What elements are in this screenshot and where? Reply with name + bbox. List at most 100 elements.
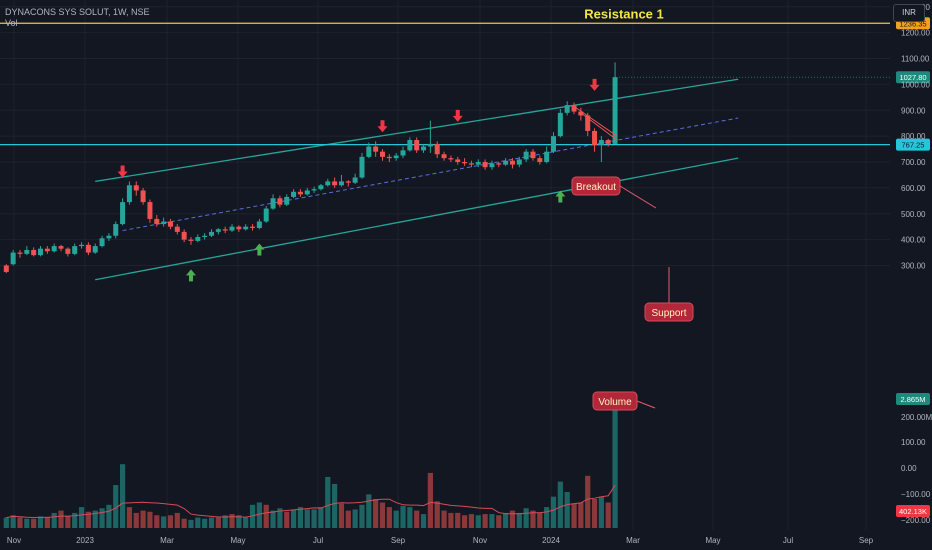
volume-bar <box>297 507 304 528</box>
volume-bar <box>140 510 146 528</box>
time-tick-label: Mar <box>626 536 640 545</box>
volume-bar <box>195 517 201 528</box>
volume-bar <box>325 476 331 528</box>
candle-body <box>311 189 317 191</box>
volume-bar <box>544 507 550 528</box>
candle-body <box>557 112 563 137</box>
candle-body <box>325 181 331 186</box>
volume-bar <box>113 485 119 528</box>
candle-body <box>202 235 208 238</box>
volume-tick-label: −100.00 <box>901 490 931 499</box>
candle-body <box>161 221 167 225</box>
volume-bar <box>174 512 180 528</box>
price-tick-label: 1000.00 <box>901 80 930 89</box>
candle-body <box>58 246 64 249</box>
volume-bar <box>455 512 461 528</box>
volume-bar <box>17 517 23 528</box>
time-tick-label: Mar <box>160 536 174 545</box>
price-tick-label: 800.00 <box>901 132 926 141</box>
volume-bar <box>161 516 167 528</box>
candle-body <box>10 252 16 265</box>
candle-body <box>496 163 502 165</box>
volume-bar <box>270 510 276 528</box>
volume-bar <box>448 512 454 528</box>
candle-body <box>297 191 303 195</box>
callout-box <box>592 391 638 411</box>
candle-body <box>489 163 495 168</box>
candle-body <box>564 105 570 113</box>
time-tick-label: May <box>230 536 245 545</box>
volume-bar <box>119 464 126 528</box>
candle-body <box>414 140 420 151</box>
candle-body <box>126 185 132 203</box>
candle-body <box>99 238 105 247</box>
volume-bar <box>133 512 139 528</box>
volume-bar <box>222 515 228 528</box>
volume-bar <box>393 510 399 528</box>
callout-pointer <box>636 400 656 409</box>
arrow-down-icon <box>589 78 600 91</box>
volume-bar <box>304 509 310 528</box>
volume-bar <box>475 515 481 528</box>
candle-body <box>209 231 214 236</box>
volume-bar <box>468 514 475 528</box>
time-tick-label: Sep <box>859 536 874 545</box>
callout-label: Volume <box>598 397 632 408</box>
volume-bar <box>208 517 215 528</box>
price-channel <box>95 78 739 281</box>
candle-body <box>516 159 522 165</box>
volume-bar <box>24 518 30 528</box>
volume-ma-line <box>6 484 616 519</box>
price-tick-label: 700.00 <box>901 158 926 167</box>
volume-bar <box>578 502 584 528</box>
volume-bar <box>31 518 37 528</box>
candle-body <box>304 190 310 195</box>
channel-upper-line <box>95 78 739 183</box>
volume-bar <box>503 512 509 528</box>
volume-bar <box>516 512 522 528</box>
time-tick-label: 2023 <box>76 536 94 545</box>
time-axis: Nov 2023 Mar May Jul Sep Nov 2024 Mar May Jul Sep <box>7 536 874 545</box>
price-tag-label: 1236.35 <box>899 19 926 28</box>
candle-body <box>167 221 173 227</box>
volume-ma-tag-label: 402.13K <box>899 507 927 516</box>
volume-bar <box>489 514 495 528</box>
candle-body <box>31 249 37 256</box>
time-tick-label: Jul <box>783 536 793 545</box>
candle-body <box>427 143 433 147</box>
volume-bar <box>37 516 44 528</box>
callout-box <box>644 302 694 322</box>
candle-body <box>79 244 85 247</box>
candle-body <box>44 248 50 252</box>
candle-body <box>215 229 221 232</box>
volume-bar <box>263 504 269 528</box>
volume-bar <box>605 502 611 528</box>
volume-bar <box>482 514 488 528</box>
candle-body <box>605 140 611 144</box>
candle-body <box>373 146 379 152</box>
price-tag-label: 1027.80 <box>899 73 926 82</box>
time-tick-label: May <box>705 536 720 545</box>
chart-grid <box>0 0 890 530</box>
candle-body <box>523 151 529 160</box>
candle-body <box>140 190 146 203</box>
candle-body <box>482 162 488 168</box>
price-tick-label: 400.00 <box>901 236 926 245</box>
volume-bar <box>10 515 16 528</box>
candle-body <box>332 181 338 186</box>
time-tick-label: Jul <box>313 536 323 545</box>
volume-tick-label: 0.00 <box>901 464 917 473</box>
volume-bar <box>311 509 317 528</box>
price-tick-label: 1200.00 <box>901 29 930 38</box>
currency-button[interactable]: INR <box>893 4 925 22</box>
price-tick-label: 300.00 <box>901 261 926 270</box>
flag-line <box>580 112 618 141</box>
price-tick-label: 500.00 <box>901 210 926 219</box>
candle-body <box>106 235 112 239</box>
volume-bar <box>345 510 351 528</box>
candle-body <box>24 249 30 254</box>
candle-body <box>188 239 194 241</box>
volume-bar <box>51 512 57 528</box>
candle-body <box>380 151 385 157</box>
